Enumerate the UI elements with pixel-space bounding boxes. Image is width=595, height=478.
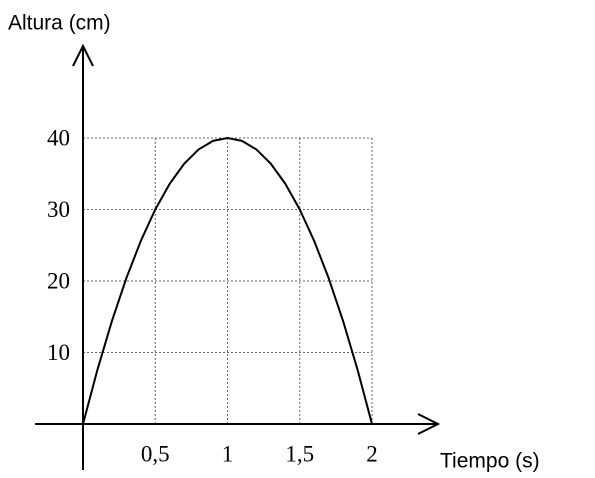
x-tick-label: 0,5 [141, 441, 170, 466]
x-axis [35, 413, 441, 435]
x-tick-label: 1,5 [285, 441, 314, 466]
y-tick-label: 40 [47, 125, 70, 150]
y-tick-label: 30 [47, 197, 70, 222]
x-tick-label: 2 [366, 441, 378, 466]
y-tick-label: 10 [47, 340, 70, 365]
line [82, 137, 373, 425]
y-tick-label: 20 [47, 268, 70, 293]
x-tick-label: 1 [222, 441, 234, 466]
y-axis-label: Altura (cm) [8, 12, 111, 35]
x-axis-label: Tiempo (s) [440, 450, 540, 473]
y-axis [72, 43, 94, 470]
